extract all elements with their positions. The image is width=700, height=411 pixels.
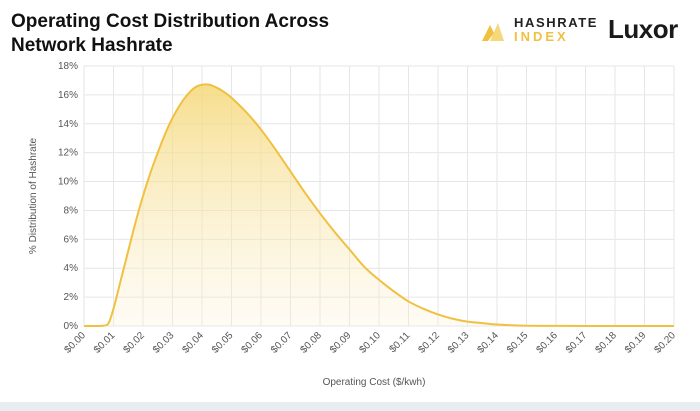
y-axis-label: % Distribution of Hashrate: [28, 137, 39, 254]
x-tick-label: $0.09: [328, 330, 354, 356]
y-tick-label: 4%: [64, 263, 79, 274]
hashrate-index-mark-icon: [482, 23, 504, 41]
y-tick-label: 10%: [58, 177, 78, 188]
x-tick-label: $0.00: [63, 330, 89, 356]
x-tick-label: $0.05: [210, 330, 236, 356]
y-tick-label: 18%: [58, 61, 78, 72]
y-tick-label: 12%: [58, 148, 78, 159]
x-tick-label: $0.18: [594, 330, 620, 356]
x-tick-label: $0.11: [388, 330, 413, 355]
x-tick-label: $0.06: [240, 330, 266, 356]
title-line-1: Operating Cost Distribution Across: [11, 11, 330, 32]
index-logo-text: INDEX: [514, 29, 569, 44]
x-axis-ticks: $0.00 $0.01 $0.02 $0.03 $0.04 $0.05 $0.06 $0.07…: [63, 330, 679, 356]
y-tick-label: 8%: [64, 205, 79, 216]
y-tick-label: 2%: [64, 292, 79, 303]
distribution-line: [84, 83, 674, 327]
title-line-2: Network Hashrate: [11, 35, 173, 56]
x-axis-label: Operating Cost ($/kwh): [323, 377, 426, 388]
x-tick-label: $0.20: [653, 330, 679, 356]
page-title: Operating Cost Distribution Across Netwo…: [11, 10, 329, 58]
hashrate-index-logo: HASHRATE INDEX: [480, 16, 598, 44]
x-tick-label: $0.19: [623, 330, 649, 356]
y-axis-ticks: 0% 2% 4% 6% 8% 10% 12% 14% 16% 18%: [58, 61, 78, 332]
x-tick-label: $0.17: [564, 330, 590, 356]
luxor-logo: Luxor: [608, 14, 678, 44]
distribution-area: [84, 84, 674, 327]
x-tick-label: $0.08: [299, 330, 325, 356]
hashrate-logo-text: HASHRATE: [514, 15, 599, 30]
x-tick-label: $0.14: [476, 330, 502, 356]
x-tick-label: $0.01: [92, 330, 118, 356]
y-tick-label: 0%: [64, 321, 79, 332]
x-tick-label: $0.07: [269, 330, 295, 356]
x-tick-label: $0.16: [535, 330, 561, 356]
footer-band: [0, 402, 700, 411]
x-tick-label: $0.13: [446, 330, 472, 356]
x-tick-label: $0.02: [122, 330, 148, 356]
x-tick-label: $0.15: [505, 330, 531, 356]
y-tick-label: 6%: [64, 234, 79, 245]
x-tick-label: $0.12: [417, 330, 443, 356]
x-tick-label: $0.04: [181, 330, 207, 356]
y-tick-label: 14%: [58, 119, 78, 130]
x-tick-label: $0.10: [358, 330, 384, 356]
y-tick-label: 16%: [58, 90, 78, 101]
x-tick-label: $0.03: [151, 330, 177, 356]
